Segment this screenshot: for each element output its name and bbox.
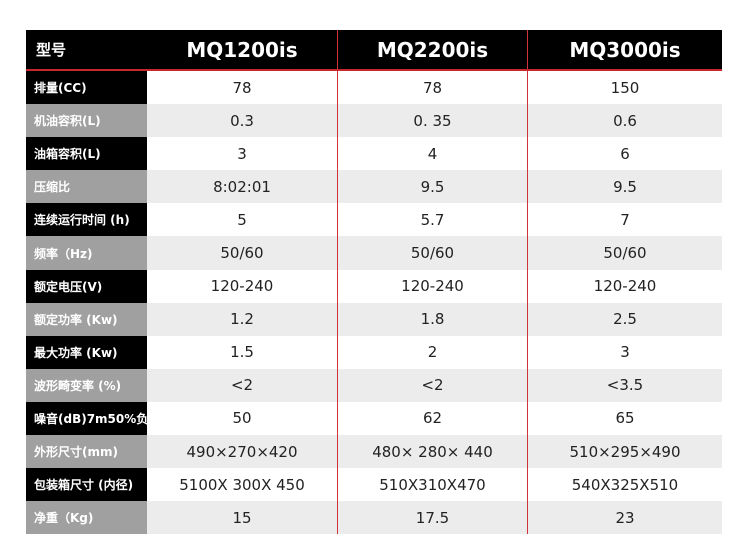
table-row: 波形畸变率 (%) <2 <2 <3.5 [26, 368, 722, 402]
value-cell: 78 [147, 71, 337, 105]
value-cell: 50/60 [147, 236, 337, 270]
value-cell: 3 [527, 335, 722, 369]
model-header: MQ2200is [337, 30, 527, 69]
row-label: 波形畸变率 (%) [26, 368, 147, 402]
row-label: 包装箱尺寸 (内径) [26, 468, 147, 502]
value-cell: 540X325X510 [527, 468, 722, 502]
value-cell: 5.7 [337, 203, 527, 237]
model-header: MQ3000is [527, 30, 722, 69]
value-cell: 5100X 300X 450 [147, 468, 337, 502]
row-label: 连续运行时间 (h) [26, 203, 147, 237]
value-cell: 120-240 [527, 269, 722, 303]
value-cell: <2 [337, 368, 527, 402]
value-cell: 120-240 [337, 269, 527, 303]
row-label: 机油容积(L) [26, 104, 147, 138]
value-cell: 1.8 [337, 302, 527, 336]
row-label: 压缩比 [26, 170, 147, 204]
row-label: 油箱容积(L) [26, 137, 147, 171]
table-row: 净重（Kg) 15 17.5 23 [26, 501, 722, 535]
table-row: 频率（Hz) 50/60 50/60 50/60 [26, 236, 722, 270]
value-cell: 3 [147, 137, 337, 171]
value-cell: 7 [527, 203, 722, 237]
value-cell: 150 [527, 71, 722, 105]
value-cell: 510×295×490 [527, 435, 722, 469]
value-cell: 50/60 [527, 236, 722, 270]
table-row: 连续运行时间 (h) 5 5.7 7 [26, 203, 722, 237]
value-cell: 1.2 [147, 302, 337, 336]
row-label: 频率（Hz) [26, 236, 147, 270]
value-cell: 50/60 [337, 236, 527, 270]
row-label: 额定电压(V) [26, 269, 147, 303]
value-cell: 5 [147, 203, 337, 237]
value-cell: 62 [337, 401, 527, 436]
value-cell: <3.5 [527, 368, 722, 402]
value-cell: 510X310X470 [337, 468, 527, 502]
table-row: 额定功率 (Kw) 1.2 1.8 2.5 [26, 302, 722, 336]
label-header: 型号 [36, 41, 67, 59]
value-cell: 0. 35 [337, 104, 527, 138]
table-row: 机油容积(L) 0.3 0. 35 0.6 [26, 104, 722, 138]
value-cell: 2.5 [527, 302, 722, 336]
row-label: 额定功率 (Kw) [26, 302, 147, 336]
value-cell: 9.5 [337, 170, 527, 204]
row-label: 排量(CC) [26, 71, 147, 105]
value-cell: 50 [147, 401, 337, 436]
value-cell: 15 [147, 501, 337, 535]
table-row: 噪音(dB)7m50%负载 50 62 65 [26, 401, 722, 436]
value-cell: 78 [337, 71, 527, 105]
value-cell: 480× 280× 440 [337, 435, 527, 469]
row-label: 噪音(dB)7m50%负载 [26, 401, 160, 436]
value-cell: 490×270×420 [147, 435, 337, 469]
value-cell: 0.6 [527, 104, 722, 138]
value-cell: <2 [147, 368, 337, 402]
row-label: 净重（Kg) [26, 501, 147, 535]
table-row: 包装箱尺寸 (内径) 5100X 300X 450 510X310X470 540X3… [26, 468, 722, 502]
value-cell: 1.5 [147, 335, 337, 369]
value-cell: 23 [527, 501, 722, 535]
value-cell: 65 [527, 401, 722, 436]
value-cell: 17.5 [337, 501, 527, 535]
model-header: MQ1200is [186, 37, 298, 62]
spec-table: 型号 MQ1200is MQ2200is MQ3000is 排量(CC) 78 78 150 机… [26, 30, 722, 535]
value-cell: 120-240 [147, 269, 337, 303]
table-row: 排量(CC) 78 78 150 [26, 71, 722, 105]
table-row: 油箱容积(L) 3 4 6 [26, 137, 722, 171]
table-row: 最大功率 (Kw) 1.5 2 3 [26, 335, 722, 369]
header-row: 型号 MQ1200is MQ2200is MQ3000is [26, 30, 722, 71]
row-label: 最大功率 (Kw) [26, 335, 147, 369]
value-cell: 0.3 [147, 104, 337, 138]
value-cell: 8:02:01 [147, 170, 337, 204]
value-cell: 4 [337, 137, 527, 171]
table-row: 额定电压(V) 120-240 120-240 120-240 [26, 269, 722, 303]
value-cell: 9.5 [527, 170, 722, 204]
value-cell: 2 [337, 335, 527, 369]
table-row: 外形尺寸(mm) 490×270×420 480× 280× 440 510×295×… [26, 435, 722, 469]
table-row: 压缩比 8:02:01 9.5 9.5 [26, 170, 722, 204]
value-cell: 6 [527, 137, 722, 171]
row-label: 外形尺寸(mm) [26, 435, 147, 469]
